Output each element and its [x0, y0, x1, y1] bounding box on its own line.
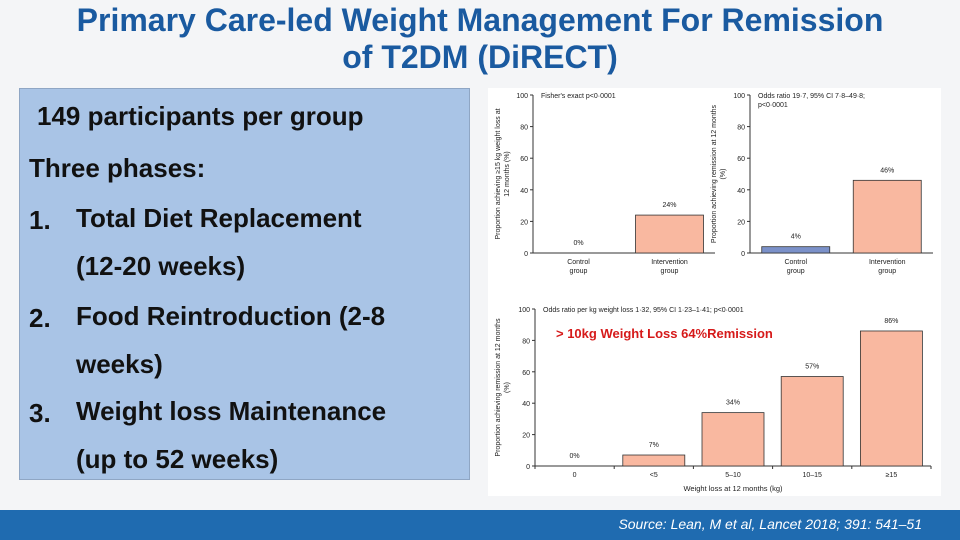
chart1-value-label-0: 0% — [573, 240, 583, 247]
chart3-ytick-label-3: 60 — [522, 370, 530, 377]
charts-panel: 0 20 40 60 80 100 Proportion achieving ≥15 kg … — [488, 88, 941, 496]
chart2-category-label-0-line-2: group — [787, 268, 805, 275]
chart2-category-label-1-line-2: group — [878, 268, 896, 275]
phase-1-line-2: (12-20 weeks) — [76, 251, 246, 281]
chart3-ytick-label-1: 20 — [522, 433, 530, 440]
chart3-ytick-label-2: 40 — [522, 401, 530, 408]
chart1-ylabel-line-1: 12 months (%) — [504, 151, 511, 197]
chart1-category-label-1-line-2: group — [661, 268, 679, 275]
chart2-bar-1 — [852, 179, 922, 254]
chart1-category-label-1: Intervention — [651, 259, 688, 266]
title-line-2: of T2DM (DiRECT) — [342, 39, 618, 75]
phase-2-line-2: weeks) — [76, 349, 163, 379]
chart1-bar-1 — [635, 214, 704, 254]
phase-1-line-1: Total Diet Replacement — [76, 203, 362, 233]
chart1-ytick-label-3: 60 — [520, 156, 528, 163]
chart3-bar-1 — [622, 454, 686, 467]
chart3-value-label-1: 7% — [649, 442, 659, 449]
weight-loss-annotation: > 10kg Weight Loss 64%Remission — [556, 326, 773, 341]
phase-3-text: Weight loss Maintenance (up to 52 weeks) — [76, 387, 466, 483]
chart2-ytick-label-5: 100 — [733, 93, 745, 100]
title-line-1: Primary Care-led Weight Management For R… — [76, 2, 884, 38]
chart3-category-label-0: 0 — [573, 472, 577, 479]
study-info-box: 149 participants per group Three phases:… — [19, 88, 470, 480]
phases-heading: Three phases: — [29, 153, 206, 183]
chart2-ytick-label-2: 40 — [737, 188, 745, 195]
chart1-annotation-line-0: Fisher's exact p<0·0001 — [541, 93, 616, 100]
chart2-value-label-0: 4% — [791, 234, 801, 241]
chart3-category-label-3: 10–15 — [802, 472, 822, 479]
phase-1-text: Total Diet Replacement (12-20 weeks) — [76, 194, 466, 290]
chart3-annotation-line-0: Odds ratio per kg weight loss 1·32, 95% … — [543, 307, 744, 314]
phase-1-number: 1. — [29, 205, 51, 235]
participants-text: 149 participants per group — [37, 101, 364, 131]
slide-title: Primary Care-led Weight Management For R… — [0, 2, 960, 76]
chart2-bar-0 — [761, 246, 831, 254]
chart2-annotation-line-1: p<0·0001 — [758, 102, 788, 109]
phase-2-number: 2. — [29, 303, 51, 333]
chart3-category-label-4: ≥15 — [886, 472, 898, 479]
source-citation: Source: Lean, M et al, Lancet 2018; 391:… — [618, 516, 922, 532]
charts-svg: 0 20 40 60 80 100 Proportion achieving ≥15 kg … — [495, 93, 933, 493]
chart3-value-label-2: 34% — [726, 400, 740, 407]
chart2-category-label-0: Control — [784, 259, 807, 266]
chart3-xlabel: Weight loss at 12 months (kg) — [683, 484, 783, 493]
footer-bar: Source: Lean, M et al, Lancet 2018; 391:… — [0, 510, 960, 540]
chart1-ytick-label-1: 20 — [520, 219, 528, 226]
chart3-ytick-label-0: 0 — [526, 464, 530, 471]
chart2-ytick-label-4: 80 — [737, 125, 745, 132]
chart1-ytick-label-5: 100 — [516, 93, 528, 100]
phase-3-line-1: Weight loss Maintenance — [76, 396, 387, 426]
chart2-ytick-label-1: 20 — [737, 219, 745, 226]
phase-2-line-1: Food Reintroduction (2-8 — [76, 301, 386, 331]
phase-3-line-2: (up to 52 weeks) — [76, 444, 279, 474]
chart1-ytick-label-2: 40 — [520, 188, 528, 195]
chart3-value-label-4: 86% — [884, 318, 898, 325]
chart1-category-label-0: Control — [567, 259, 590, 266]
chart2-category-label-1: Intervention — [869, 259, 906, 266]
chart3-category-label-1: <5 — [650, 472, 658, 479]
chart1-ytick-label-4: 80 — [520, 125, 528, 132]
chart2-ylabel-line-1: (%) — [720, 169, 727, 180]
chart3-category-label-2: 5–10 — [725, 472, 741, 479]
chart3-bar-4 — [859, 330, 923, 467]
chart3-bar-2 — [701, 412, 765, 467]
chart1-value-label-1: 24% — [662, 202, 676, 209]
chart2-annotation-line-0: Odds ratio 19·7, 95% CI 7·8–49·8; — [758, 93, 865, 100]
chart2-ytick-label-0: 0 — [741, 251, 745, 258]
phase-3-number: 3. — [29, 398, 51, 428]
chart1-category-label-0-line-2: group — [570, 268, 588, 275]
chart2-value-label-1: 46% — [880, 167, 894, 174]
chart3-value-label-0: 0% — [570, 453, 580, 460]
chart2-ylabel-line-0: Proportion achieving remission at 12 mon… — [711, 104, 718, 243]
chart3-value-label-3: 57% — [805, 364, 819, 371]
chart2-ytick-label-3: 60 — [737, 156, 745, 163]
phase-2-text: Food Reintroduction (2-8 weeks) — [76, 292, 466, 388]
chart3-ylabel-line-1: (%) — [504, 382, 511, 393]
chart3-ylabel-line-0: Proportion achieving remission at 12 mon… — [495, 318, 502, 457]
chart1-ylabel-line-0: Proportion achieving ≥15 kg weight loss … — [495, 108, 502, 239]
chart3-ytick-label-5: 100 — [518, 307, 530, 314]
chart1-ytick-label-0: 0 — [524, 251, 528, 258]
chart3-ytick-label-4: 80 — [522, 338, 530, 345]
chart3-bar-3 — [780, 376, 844, 467]
